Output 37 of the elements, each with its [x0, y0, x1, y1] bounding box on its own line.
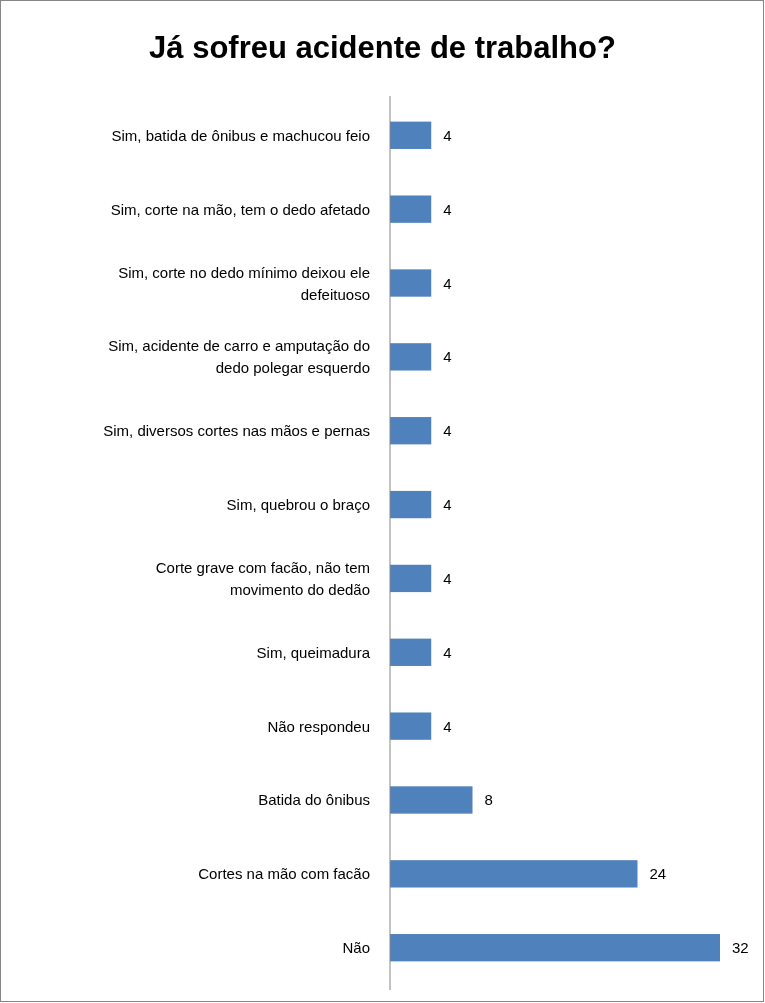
y-tick-label: Sim, quebrou o braço — [226, 496, 370, 514]
data-label: 4 — [443, 422, 452, 440]
data-label: 4 — [443, 717, 452, 735]
data-label: 4 — [443, 643, 452, 661]
data-label: 8 — [484, 791, 493, 809]
y-tick-label: Não — [342, 939, 370, 957]
data-label: 4 — [443, 126, 452, 144]
y-tick-label: Sim, acidente de carro e amputação do dedo polegar esquerdo — [108, 337, 370, 377]
y-tick-label: Sim, queimadura — [256, 643, 371, 661]
bar — [390, 121, 432, 149]
y-tick-label: Não respondeu — [267, 717, 370, 735]
data-label: 4 — [443, 200, 452, 218]
y-tick-label: Sim, batida de ônibus e machucou feio — [111, 126, 370, 144]
data-label: 32 — [732, 939, 749, 957]
y-tick-label: Sim, corte no dedo mínimo deixou ele defeituoso — [118, 263, 370, 303]
bar — [390, 343, 432, 371]
bar — [390, 934, 720, 962]
bar — [390, 712, 432, 740]
y-tick-label: Sim, corte na mão, tem o dedo afetado — [110, 200, 370, 218]
y-tick-label: Corte grave com facão, não tem movimento do dedão — [155, 558, 370, 598]
y-tick-label: Sim, diversos cortes nas mãos e pernas — [103, 422, 370, 440]
data-label: 4 — [443, 274, 452, 292]
chart-title: Já sofreu acidente de trabalho? — [149, 30, 616, 65]
y-tick-label: Cortes na mão com facão — [198, 865, 370, 883]
data-label: 24 — [649, 865, 667, 883]
bar — [390, 786, 473, 814]
bar — [390, 195, 432, 223]
bar — [390, 417, 432, 445]
bar — [390, 490, 432, 519]
bar — [390, 860, 638, 888]
y-tick-label: Batida do ônibus — [258, 791, 370, 809]
data-label: 4 — [443, 569, 452, 587]
data-label: 4 — [443, 496, 452, 514]
bar — [390, 269, 432, 297]
bar — [390, 564, 432, 593]
data-label: 4 — [443, 348, 452, 366]
bar — [390, 638, 432, 666]
